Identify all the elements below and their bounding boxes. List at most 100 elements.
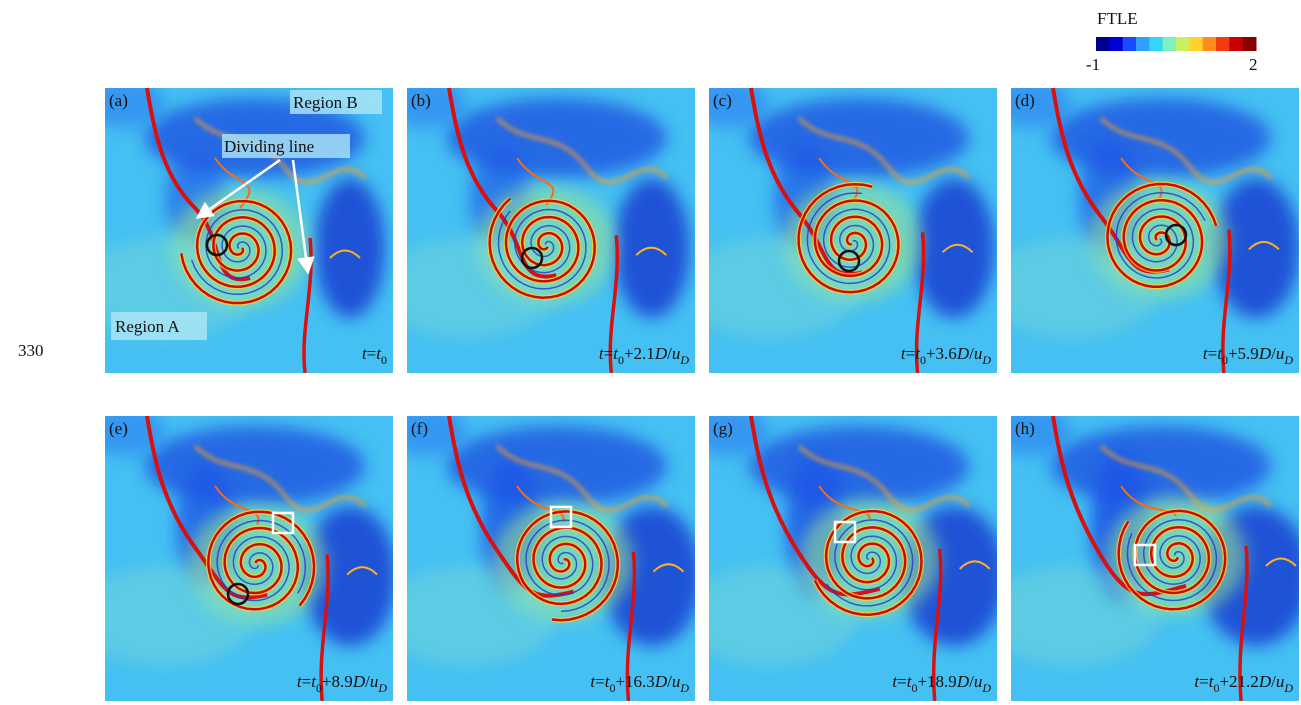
time-label: t=t0+21.2D/uD [1194,672,1293,695]
ftle-field [709,416,997,701]
colorbar-swatch [1122,37,1137,51]
time-part: u [974,672,983,691]
time-part: / [969,344,974,363]
time-part: t [613,344,619,363]
spiral [191,209,284,295]
filament [346,566,378,576]
spiral [797,182,900,294]
spiral [813,509,923,616]
time-part: 0 [911,681,917,695]
time-part: t [376,344,382,363]
time-part: u [1276,672,1285,691]
region-b: Region B [293,93,358,112]
filament [798,117,970,184]
ftle-field [1011,88,1299,373]
filament [516,485,565,522]
spiral [515,510,619,622]
spiral [1117,509,1227,611]
panel: (g)t=t0+18.9D/uD [709,416,997,701]
time-part: D [981,353,991,367]
panel-label: (a) [109,91,128,110]
colorbar [1096,37,1257,51]
blue-region [1051,426,1271,506]
filament [1248,240,1280,251]
label-bg [222,134,350,158]
boundary [1238,545,1249,701]
filament [635,246,667,256]
time-part: / [1271,672,1276,691]
time-part: D [679,681,689,695]
vortex-marker [520,246,544,270]
time-part: 0 [920,353,926,367]
time-part: / [969,672,974,691]
vortex-marker [837,249,861,273]
label-bg [111,312,207,340]
label-bg [290,90,382,114]
time-part: t [915,344,921,363]
vortex-marker [205,233,229,257]
time-part: D [654,672,668,691]
time-part: D [654,344,668,363]
time-label: t=t0+5.9D/uD [1203,344,1293,367]
boundary [319,554,330,701]
filament [496,117,668,184]
boundary [931,548,943,701]
time-label: t=t0+18.9D/uD [892,672,991,695]
vortex-marker [226,582,250,606]
panel: (a) t=t0 Region B Dividing line Region A [105,88,393,373]
blue-region [913,178,995,318]
time-part: t [362,344,368,363]
spiral [525,519,610,613]
time-part: t [297,672,303,691]
time-part: 0 [381,353,387,367]
colorbar-swatch [1189,37,1204,51]
boundary [145,88,251,282]
tracking-box [549,505,573,529]
halo [1011,566,1161,666]
time-part: / [365,672,370,691]
region-a: Region A [115,317,180,336]
time-part: t [1217,344,1223,363]
time-part: u [672,344,681,363]
filament [329,249,361,259]
filament [214,485,260,525]
tracking-box [833,520,857,544]
colorbar-swatch [1162,37,1177,51]
halo [407,238,557,338]
panel: (b)t=t0+2.1D/uD [407,88,695,373]
time-part: u [370,672,379,691]
time-part: D [956,672,970,691]
time-part: = [1208,344,1218,363]
colorbar-swatch [1149,37,1164,51]
spiral [497,208,587,290]
blue-region [145,426,365,506]
boundary [302,237,313,373]
dividing-line-label: Dividing line [224,137,314,156]
arrow [291,159,315,275]
time-part: = [604,344,614,363]
colorbar-swatch [1176,37,1190,51]
colorbar-max-label: 2 [1249,55,1258,74]
time-part: +8.9 [322,672,353,691]
boundary [608,234,620,373]
time-part: +16.3 [615,672,654,691]
time-part: +21.2 [1219,672,1258,691]
time-part: = [897,672,907,691]
filament [1120,485,1177,517]
time-part: / [1271,344,1276,363]
time-part: D [1283,353,1293,367]
filament [959,560,991,570]
colorbar-swatch [1202,37,1217,51]
boundary [1221,229,1232,373]
colorbar-swatch [1136,37,1150,51]
time-part: D [981,681,991,695]
time-part: = [906,344,916,363]
colorbar-swatch [1109,37,1124,51]
filament [1100,445,1272,512]
panel-label: (b) [411,91,431,110]
boundary [1051,416,1187,597]
time-label: t=t0+8.9D/uD [297,672,387,695]
time-part: D [679,353,689,367]
